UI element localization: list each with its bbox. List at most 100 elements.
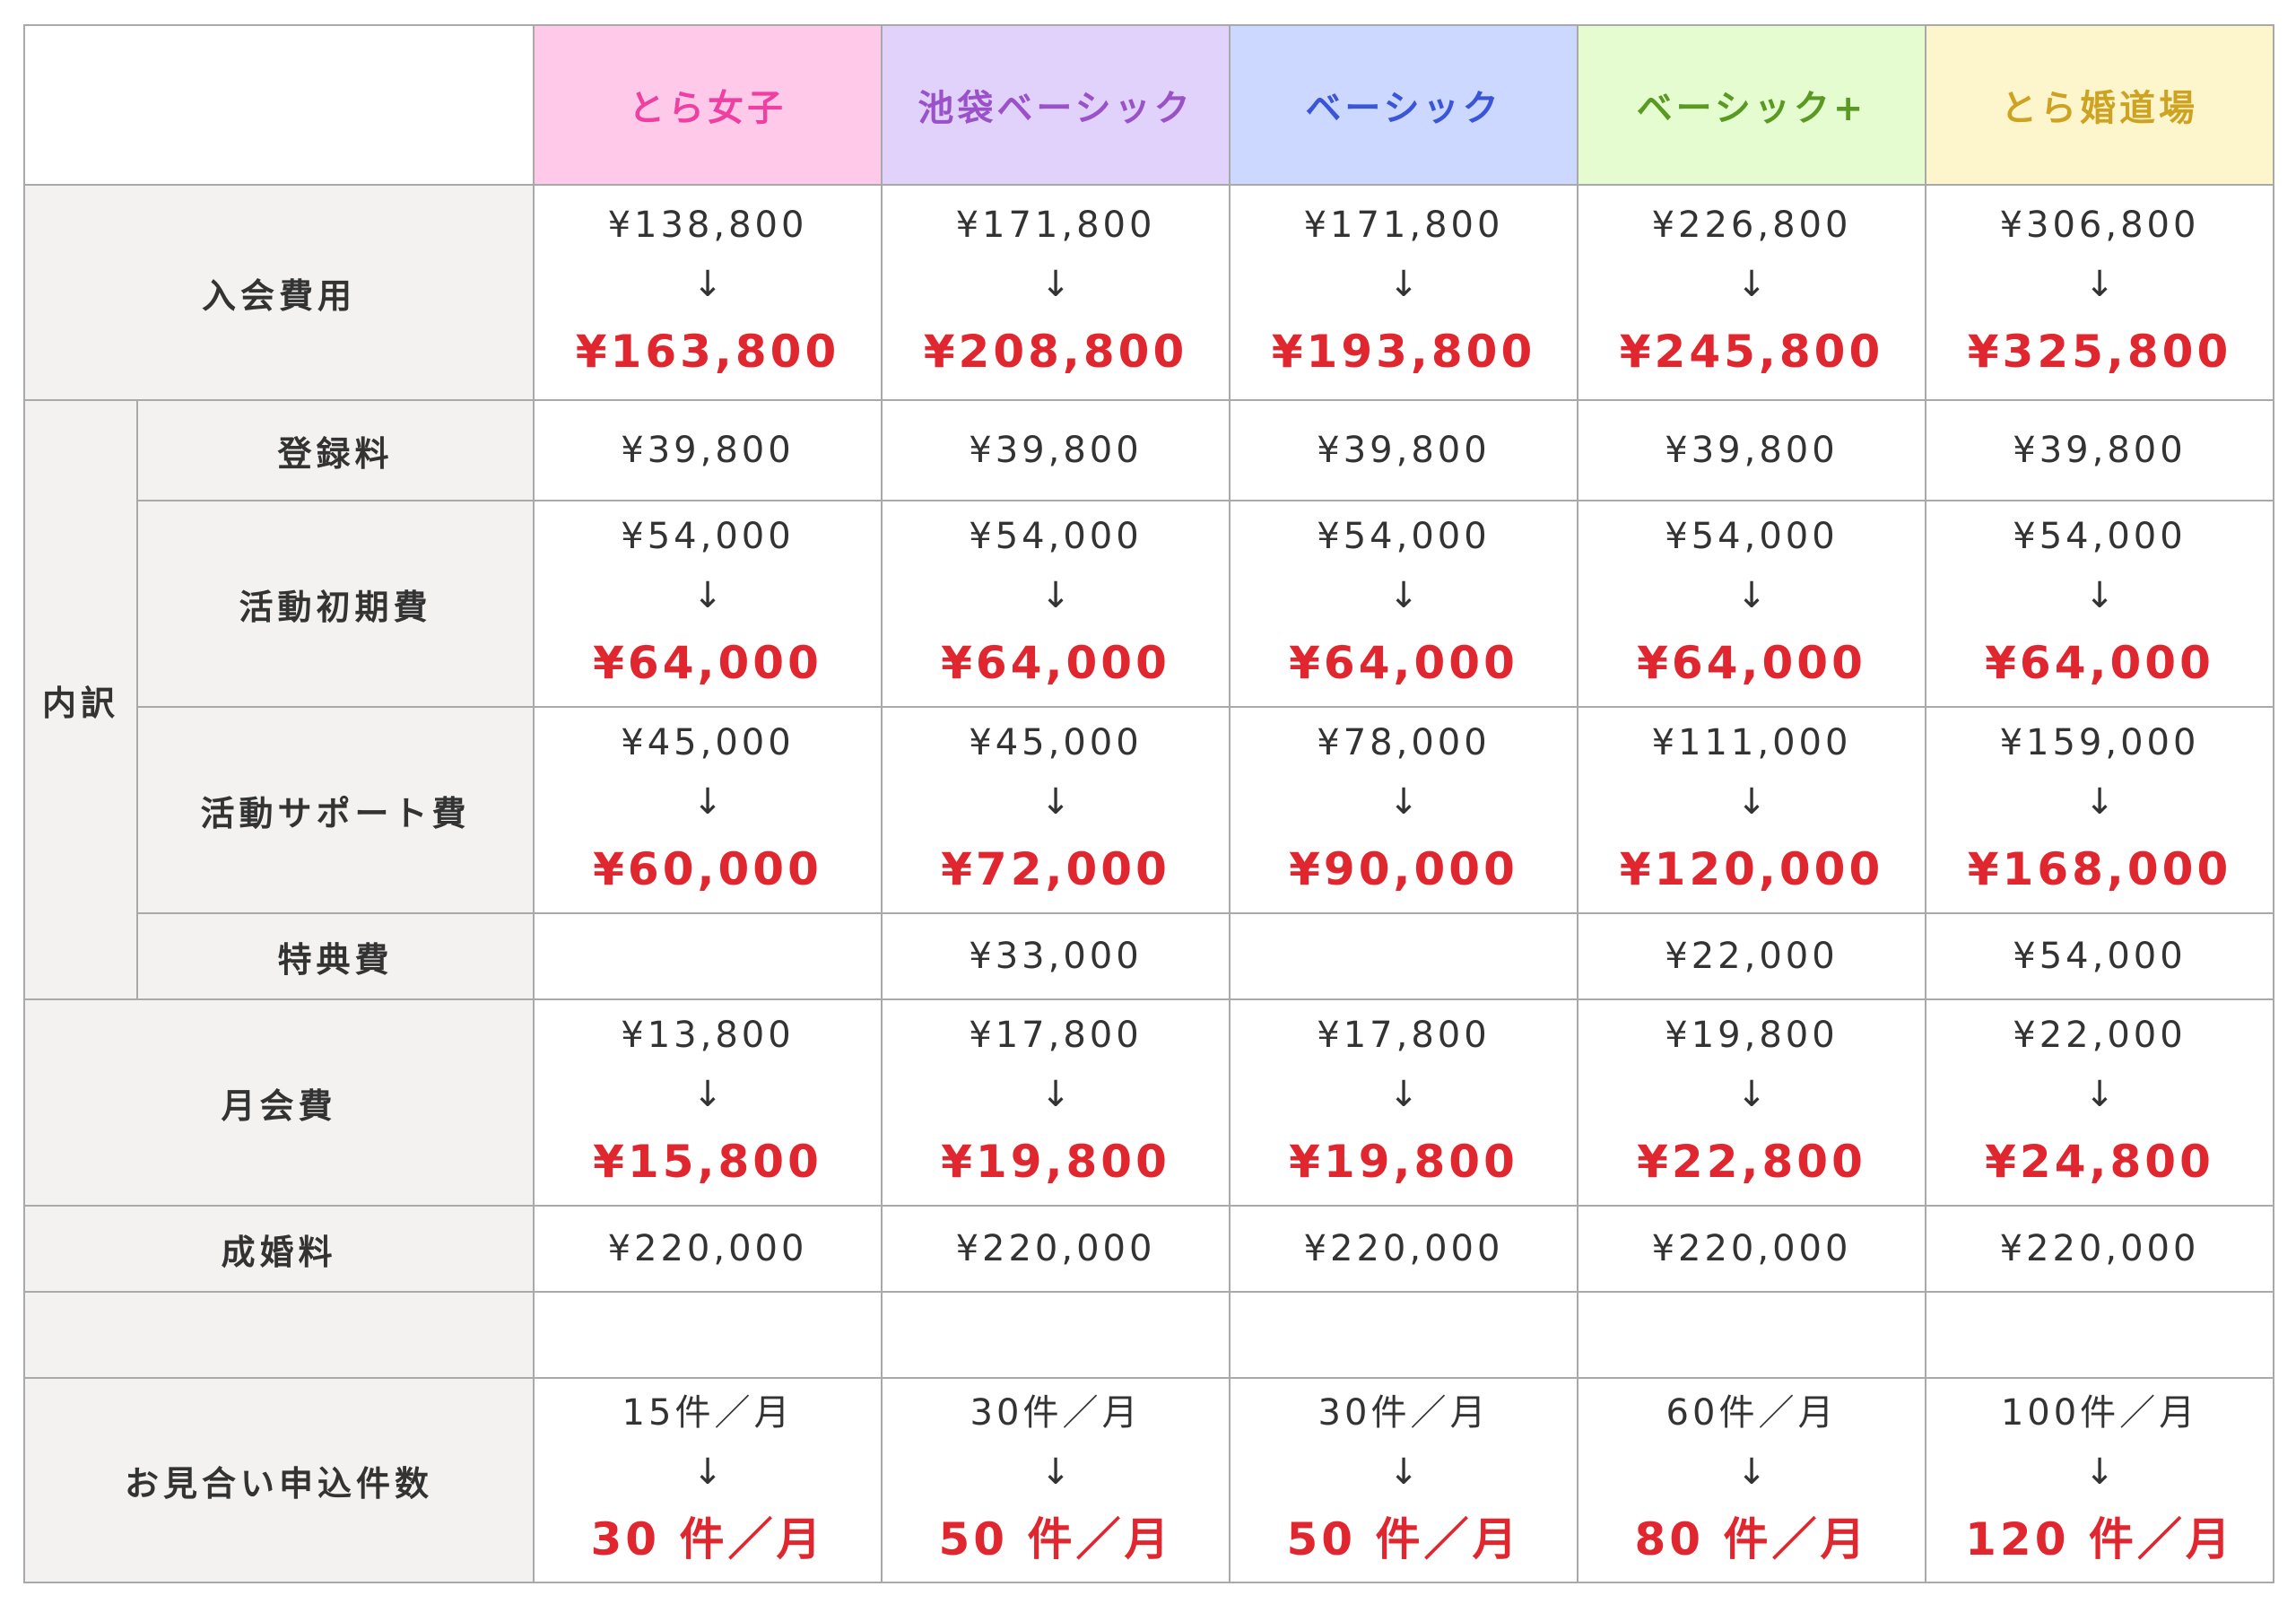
price-cell: ¥138,800 ↓ ¥163,800: [533, 184, 883, 401]
price-cell: ¥54,000 ↓ ¥64,000: [1577, 500, 1926, 708]
old-price: ¥171,800: [1303, 205, 1504, 246]
new-count: 120 件／月: [1965, 1513, 2234, 1565]
new-price: ¥208,800: [923, 326, 1188, 378]
old-price: ¥17,800: [1317, 1015, 1491, 1056]
row-label: 成婚料: [23, 1205, 535, 1293]
plan-header: とら女子: [533, 24, 883, 186]
old-price: ¥171,800: [955, 205, 1156, 246]
down-arrow-icon: ↓: [1040, 1074, 1071, 1115]
price-cell: ¥22,000 ↓ ¥24,800: [1925, 998, 2274, 1207]
initial-activity-row: 活動初期費 ¥54,000 ↓ ¥64,000 ¥54,000 ↓ ¥64,000 ¥5…: [24, 500, 2274, 708]
old-price: ¥54,000: [2013, 516, 2187, 557]
down-arrow-icon: ↓: [1388, 1074, 1419, 1115]
price-cell: ¥78,000 ↓ ¥90,000: [1229, 706, 1578, 914]
old-count: 30件／月: [970, 1392, 1142, 1434]
old-price: ¥54,000: [969, 516, 1143, 557]
old-price: ¥159,000: [1999, 722, 2200, 763]
price-cell: ¥39,800: [881, 399, 1231, 501]
price-cell: ¥220,000: [1229, 1205, 1578, 1293]
old-price: ¥22,000: [2013, 1015, 2187, 1056]
old-price: ¥306,800: [1999, 205, 2200, 246]
price-cell: ¥54,000 ↓ ¥64,000: [1229, 500, 1578, 708]
row-label: [23, 1291, 535, 1379]
down-arrow-icon: ↓: [2084, 781, 2115, 823]
down-arrow-icon: ↓: [1388, 264, 1419, 305]
down-arrow-icon: ↓: [1736, 1074, 1767, 1115]
down-arrow-icon: ↓: [692, 264, 723, 305]
new-price: ¥163,800: [575, 326, 840, 378]
down-arrow-icon: ↓: [692, 575, 723, 616]
new-price: ¥90,000: [1289, 843, 1518, 895]
new-price: ¥168,000: [1967, 843, 2232, 895]
price-cell: ¥111,000 ↓ ¥120,000: [1577, 706, 1926, 914]
price-cell: ¥45,000 ↓ ¥60,000: [533, 706, 883, 914]
down-arrow-icon: ↓: [2084, 1451, 2115, 1493]
price-cell: ¥226,800 ↓ ¥245,800: [1577, 184, 1926, 401]
down-arrow-icon: ↓: [1040, 575, 1071, 616]
plan-name: とら婚道場: [2001, 88, 2198, 129]
new-price: ¥325,800: [1967, 326, 2232, 378]
down-arrow-icon: ↓: [692, 1074, 723, 1115]
price-cell: ¥220,000: [1577, 1205, 1926, 1293]
price-cell: [1229, 912, 1578, 1000]
old-count: 15件／月: [622, 1392, 794, 1434]
old-count: 30件／月: [1318, 1392, 1490, 1434]
price-cell: ¥17,800 ↓ ¥19,800: [881, 998, 1231, 1207]
down-arrow-icon: ↓: [1388, 1451, 1419, 1493]
price-cell: ¥22,000: [1577, 912, 1926, 1000]
price-cell: ¥39,800: [1229, 399, 1578, 501]
row-label: 月会費: [23, 998, 535, 1207]
plan-header-row: とら女子 池袋ベーシック ベーシック ベーシック+ とら婚道場: [23, 24, 2274, 186]
price-cell: ¥171,800 ↓ ¥208,800: [881, 184, 1231, 401]
down-arrow-icon: ↓: [1040, 781, 1071, 823]
new-count: 80 件／月: [1634, 1513, 1869, 1565]
new-count: 50 件／月: [938, 1513, 1173, 1565]
down-arrow-icon: ↓: [692, 1451, 723, 1493]
old-price: ¥226,800: [1651, 205, 1852, 246]
new-price: ¥64,000: [1985, 637, 2214, 689]
old-price: ¥78,000: [1317, 722, 1491, 763]
down-arrow-icon: ↓: [1040, 1451, 1071, 1493]
empty-cell: [1925, 1291, 2274, 1379]
plan-header: ベーシック+: [1577, 24, 1926, 186]
down-arrow-icon: ↓: [1736, 781, 1767, 823]
empty-cell: [533, 1291, 883, 1379]
plan-name: ベーシック+: [1636, 88, 1867, 129]
new-price: ¥120,000: [1619, 843, 1884, 895]
new-price: ¥19,800: [1289, 1136, 1518, 1188]
down-arrow-icon: ↓: [1736, 575, 1767, 616]
price-cell: ¥54,000 ↓ ¥64,000: [1925, 500, 2274, 708]
price-cell: ¥159,000 ↓ ¥168,000: [1925, 706, 2274, 914]
bonus-row: 特典費 ¥33,000 ¥22,000 ¥54,000: [24, 912, 2274, 1000]
down-arrow-icon: ↓: [1388, 781, 1419, 823]
old-price: ¥138,800: [607, 205, 808, 246]
down-arrow-icon: ↓: [1040, 264, 1071, 305]
price-cell: ¥54,000 ↓ ¥64,000: [881, 500, 1231, 708]
new-price: ¥60,000: [593, 843, 822, 895]
row-label: お見合い申込件数: [23, 1377, 535, 1583]
old-price: ¥13,800: [621, 1015, 795, 1056]
count-cell: 30件／月 ↓ 50 件／月: [881, 1377, 1231, 1583]
registration-row: 内訳 登録料 ¥39,800 ¥39,800 ¥39,800 ¥39,800 ¥…: [23, 399, 2274, 1000]
price-cell: ¥220,000: [881, 1205, 1231, 1293]
count-cell: 60件／月 ↓ 80 件／月: [1577, 1377, 1926, 1583]
down-arrow-icon: ↓: [2084, 264, 2115, 305]
price-cell: ¥39,800: [533, 399, 883, 501]
price-cell: ¥45,000 ↓ ¥72,000: [881, 706, 1231, 914]
row-label: 活動サポート費: [136, 706, 535, 914]
empty-cell: [881, 1291, 1231, 1379]
down-arrow-icon: ↓: [1388, 575, 1419, 616]
new-price: ¥64,000: [593, 637, 822, 689]
old-price: ¥45,000: [969, 722, 1143, 763]
plan-name: 池袋ベーシック: [918, 88, 1194, 129]
empty-cell: [1229, 1291, 1578, 1379]
plan-header: ベーシック: [1229, 24, 1578, 186]
down-arrow-icon: ↓: [2084, 1074, 2115, 1115]
plan-name: とら女子: [629, 88, 787, 129]
new-price: ¥15,800: [593, 1136, 822, 1188]
old-price: ¥54,000: [1665, 516, 1839, 557]
down-arrow-icon: ↓: [1736, 264, 1767, 305]
plan-header: 池袋ベーシック: [881, 24, 1231, 186]
marriage-fee-row: 成婚料 ¥220,000 ¥220,000 ¥220,000 ¥220,000 …: [23, 1205, 2274, 1293]
price-cell: ¥220,000: [1925, 1205, 2274, 1293]
